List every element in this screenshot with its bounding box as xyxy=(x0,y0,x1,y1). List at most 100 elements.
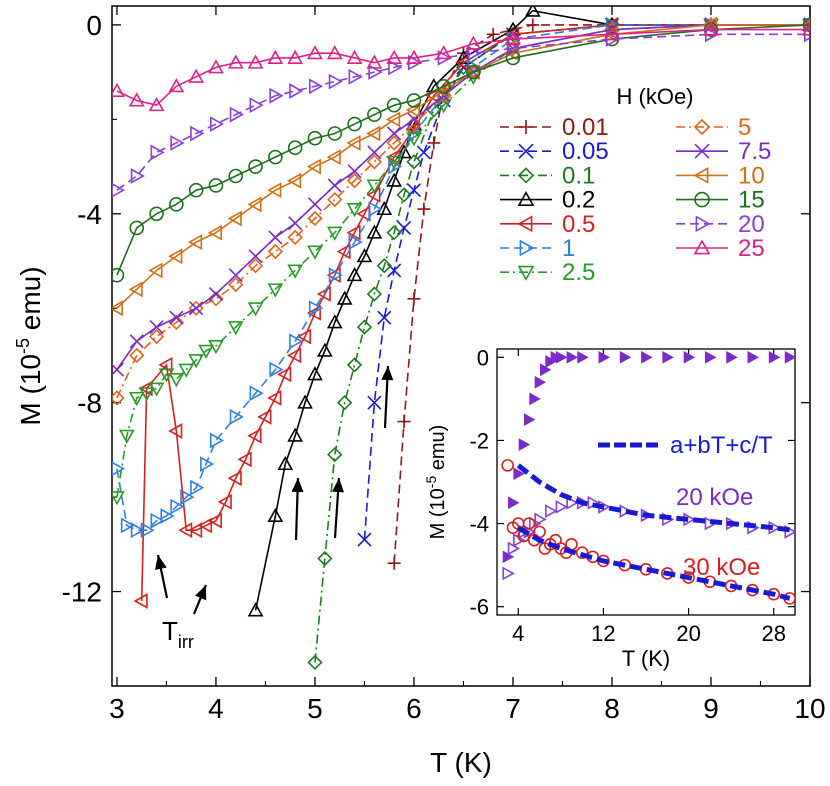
data-point xyxy=(248,249,263,264)
data-point xyxy=(188,182,204,198)
data-point xyxy=(229,408,244,425)
legend-label: 0.5 xyxy=(562,211,595,238)
data-point xyxy=(297,394,313,409)
legend-item: 2.5 xyxy=(500,259,595,286)
tirr-annotation: Tirr xyxy=(154,365,394,652)
x-tick-label: 10 xyxy=(794,693,825,724)
data-point xyxy=(248,159,263,174)
data-point xyxy=(417,202,431,216)
data-point xyxy=(269,87,284,104)
data-point xyxy=(346,267,363,282)
main-plot-frame xyxy=(111,5,811,687)
legend-item: 10 xyxy=(676,162,765,189)
series-line xyxy=(254,9,810,611)
legend-marker xyxy=(517,215,533,233)
data-point xyxy=(466,64,481,80)
series-line xyxy=(116,24,810,371)
data-point xyxy=(118,429,135,444)
data-point xyxy=(169,197,184,212)
inset-data-point xyxy=(534,375,547,389)
inset-data-point xyxy=(619,350,632,364)
data-point xyxy=(289,333,304,350)
data-point xyxy=(368,201,383,217)
data-point xyxy=(405,120,420,137)
arrow-head xyxy=(154,555,167,570)
data-point xyxy=(128,281,143,298)
tirr-arrow xyxy=(332,477,345,539)
data-point xyxy=(287,49,304,64)
data-point xyxy=(287,347,302,364)
inset-legend-fit-label: a+bT+c/T xyxy=(670,432,773,459)
y-axis-label-prefix: M (10 xyxy=(15,354,46,426)
data-point xyxy=(336,243,351,260)
data-point xyxy=(307,210,323,227)
data-point xyxy=(129,220,145,236)
inset-data-point xyxy=(683,350,696,364)
data-point xyxy=(288,216,303,231)
data-point xyxy=(112,362,125,377)
data-point xyxy=(366,179,383,194)
data-point xyxy=(209,432,225,449)
inset-series-0 xyxy=(502,350,795,564)
data-point xyxy=(287,172,302,189)
legend-marker xyxy=(693,167,709,184)
series-20 xyxy=(112,26,810,198)
legend-label: 2.5 xyxy=(562,259,595,286)
tirr-label-main: T xyxy=(162,616,178,646)
data-point xyxy=(327,126,343,141)
data-point xyxy=(267,182,282,199)
data-point xyxy=(327,191,343,208)
data-point xyxy=(197,517,213,534)
data-point xyxy=(316,286,331,302)
data-point xyxy=(112,390,125,406)
data-point xyxy=(317,550,333,567)
x-tick-label: 7 xyxy=(505,693,521,724)
legend-item: 1 xyxy=(500,235,575,262)
data-point xyxy=(170,135,185,151)
inset-label-20kOe: 20 kOe xyxy=(676,484,753,511)
arrow-head xyxy=(291,478,304,493)
data-point xyxy=(436,78,451,94)
data-point xyxy=(801,20,810,30)
data-point xyxy=(465,35,482,50)
x-axis-label: T (K) xyxy=(430,747,492,778)
inset-data-point xyxy=(784,525,795,539)
data-point xyxy=(368,64,383,80)
inset-data-point xyxy=(555,350,568,364)
data-point xyxy=(168,423,183,439)
legend-label: 0.01 xyxy=(562,114,609,141)
data-point xyxy=(506,40,522,57)
data-point xyxy=(287,229,303,246)
data-point xyxy=(227,54,244,69)
legend-label: 5 xyxy=(738,114,751,141)
inset-fit-lines xyxy=(516,463,791,601)
legend-label: 0.2 xyxy=(562,187,595,214)
data-point xyxy=(406,93,422,108)
inset-data-point xyxy=(768,350,781,364)
inset-x-tick-label: 20 xyxy=(676,621,700,646)
legend-marker xyxy=(519,120,533,134)
legend-marker xyxy=(519,239,535,257)
data-point xyxy=(207,224,222,241)
data-point xyxy=(228,268,243,283)
data-point xyxy=(366,286,383,302)
data-point xyxy=(386,111,401,128)
data-point xyxy=(387,556,401,570)
data-point xyxy=(328,267,343,284)
legend-item: 0.2 xyxy=(500,187,595,214)
inset-y-label-suffix: emu) xyxy=(427,425,449,476)
data-point xyxy=(269,361,284,378)
data-point xyxy=(486,27,500,41)
data-point xyxy=(227,210,242,227)
data-point xyxy=(227,470,242,487)
data-point xyxy=(307,245,323,260)
data-point xyxy=(150,512,165,529)
data-point xyxy=(168,248,183,265)
legend-item: 20 xyxy=(676,211,765,238)
data-point xyxy=(169,310,184,325)
tirr-arrow xyxy=(154,554,169,599)
legend-label: 1 xyxy=(562,235,575,262)
data-point xyxy=(228,168,244,184)
data-point xyxy=(287,264,304,279)
